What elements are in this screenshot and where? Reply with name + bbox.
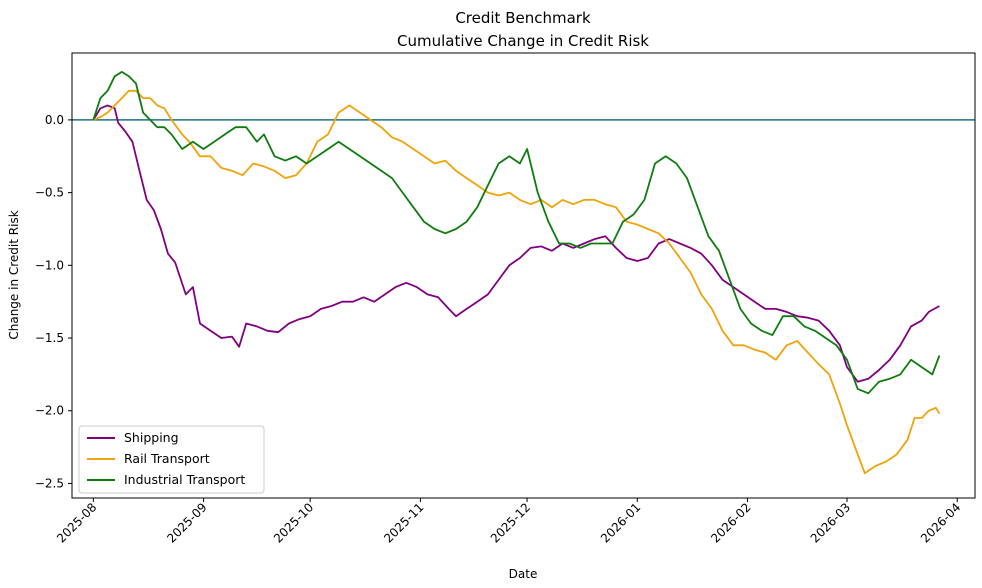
- legend-label-2: Industrial Transport: [124, 472, 245, 487]
- legend-box: [78, 425, 265, 494]
- x-tick-label: 2025-09: [164, 500, 209, 545]
- chart-title: Credit Benchmark: [455, 9, 591, 27]
- x-tick-label: 2025-10: [271, 500, 316, 545]
- x-tick-label: 2025-12: [488, 500, 533, 545]
- plot-area: [71, 52, 976, 499]
- y-tick-label: −2.0: [35, 404, 64, 418]
- series-line-0: [92, 104, 940, 383]
- x-tick-label: 2026-02: [708, 500, 753, 545]
- x-tick-label: 2026-01: [598, 500, 643, 545]
- legend: Shipping Rail Transport Industrial Transpo…: [78, 425, 265, 494]
- x-tick-label: 2025-11: [381, 500, 426, 545]
- plot-frame: [71, 52, 976, 499]
- x-tick-label: 2026-03: [808, 500, 853, 545]
- legend-label-1: Rail Transport: [124, 451, 210, 466]
- x-axis: 2025-08 2025-09 2025-10 2025-11 2025-12 2026-…: [54, 498, 963, 546]
- y-tick-label: −0.5: [35, 186, 64, 200]
- series-line-1: [92, 89, 941, 475]
- y-tick-label: −2.5: [35, 476, 64, 490]
- y-axis-label: Change in Credit Risk: [7, 210, 21, 339]
- y-axis: 0.0 −0.5 −1.0 −1.5 −2.0 −2.5: [35, 113, 72, 490]
- y-tick-label: −1.0: [35, 258, 64, 272]
- x-axis-label: Date: [509, 567, 538, 581]
- x-tick-label: 2026-04: [918, 500, 963, 545]
- y-tick-label: 0.0: [45, 113, 64, 127]
- y-tick-label: −1.5: [35, 331, 64, 345]
- x-tick-label: 2025-08: [54, 500, 99, 545]
- chart-subtitle: Cumulative Change in Credit Risk: [397, 32, 649, 50]
- series-line-2: [92, 71, 941, 395]
- legend-label-0: Shipping: [124, 430, 179, 445]
